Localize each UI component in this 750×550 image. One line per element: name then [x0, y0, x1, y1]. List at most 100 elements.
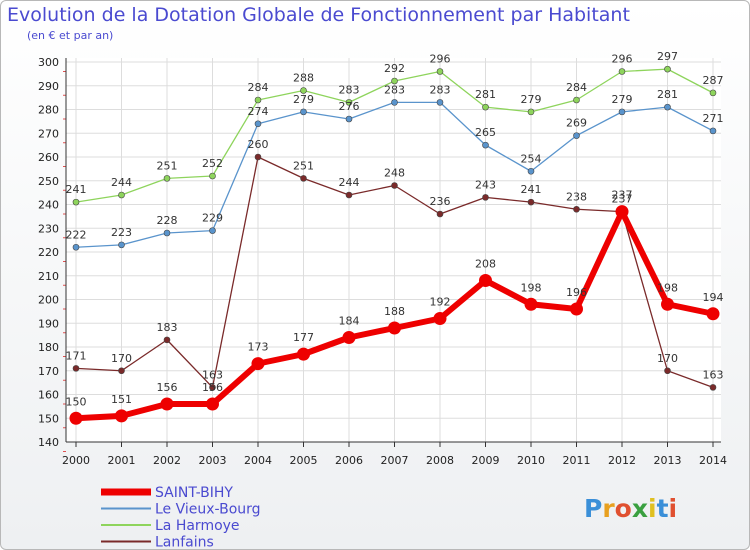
x-tick-label: 2001: [108, 454, 136, 467]
data-label-saint-bihy: 198: [657, 281, 678, 294]
y-tick-label: 240: [38, 199, 59, 212]
point-lanfains: [391, 182, 398, 189]
y-tick-label: 170: [38, 365, 59, 378]
point-la-harmoye: [118, 191, 125, 199]
data-label-le-vieux-bourg: 254: [521, 152, 542, 165]
point-saint-bihy: [615, 205, 629, 219]
data-label-le-vieux-bourg: 222: [66, 228, 87, 241]
x-tick-label: 2009: [472, 454, 500, 467]
data-label-la-harmoye: 284: [248, 81, 269, 94]
data-label-saint-bihy: 194: [703, 291, 724, 304]
y-tick-label: 160: [38, 389, 59, 402]
y-tick-label: 290: [38, 80, 59, 93]
y-tick-label: 140: [38, 436, 59, 449]
data-label-lanfains: 251: [293, 159, 314, 172]
point-la-harmoye: [573, 96, 580, 104]
data-label-saint-bihy: 237: [612, 189, 633, 202]
point-saint-bihy: [342, 331, 356, 344]
x-tick-label: 2014: [699, 454, 727, 467]
x-tick-label: 2003: [199, 454, 227, 467]
point-lanfains: [118, 367, 125, 375]
data-label-la-harmoye: 287: [703, 74, 724, 87]
data-label-le-vieux-bourg: 281: [657, 88, 678, 101]
point-lanfains: [72, 365, 80, 372]
data-label-la-harmoye: 244: [111, 176, 132, 189]
x-tick-label: 2005: [290, 454, 318, 467]
x-tick-label: 2004: [244, 454, 272, 467]
point-le-vieux-bourg: [118, 241, 125, 249]
data-label-la-harmoye: 241: [66, 183, 87, 196]
point-le-vieux-bourg: [391, 99, 398, 106]
data-label-saint-bihy: 208: [475, 258, 496, 271]
data-label-saint-bihy: 150: [66, 395, 87, 408]
data-label-la-harmoye: 281: [475, 88, 496, 101]
data-label-la-harmoye: 252: [202, 157, 223, 170]
data-label-le-vieux-bourg: 274: [248, 105, 269, 118]
y-tick-label: 280: [38, 104, 59, 117]
data-label-saint-bihy: 192: [430, 296, 451, 309]
x-tick-label: 2006: [335, 454, 363, 467]
y-tick-label: 180: [38, 341, 59, 354]
point-le-vieux-bourg: [573, 132, 580, 139]
point-la-harmoye: [527, 108, 535, 116]
chart-subtitle: (en € et par an): [27, 29, 114, 42]
point-saint-bihy: [570, 302, 583, 316]
point-la-harmoye: [254, 96, 262, 104]
point-le-vieux-bourg: [482, 141, 489, 149]
point-lanfains: [482, 194, 489, 201]
point-saint-bihy: [706, 307, 720, 321]
chart-title: Evolution de la Dotation Globale de Fonc…: [7, 4, 630, 26]
data-label-saint-bihy: 177: [293, 331, 314, 344]
point-le-vieux-bourg: [254, 120, 262, 128]
y-tick-label: 230: [38, 222, 59, 235]
data-label-lanfains: 260: [248, 138, 269, 151]
y-tick-label: 250: [38, 175, 59, 188]
point-lanfains: [254, 153, 262, 161]
data-label-lanfains: 171: [66, 349, 87, 362]
data-label-le-vieux-bourg: 271: [703, 112, 724, 125]
legend-label-le-vieux-bourg: Le Vieux-Bourg: [155, 502, 261, 518]
point-le-vieux-bourg: [209, 227, 216, 234]
point-la-harmoye: [618, 68, 626, 75]
data-label-la-harmoye: 251: [157, 159, 178, 172]
data-label-le-vieux-bourg: 279: [612, 93, 633, 106]
point-saint-bihy: [115, 409, 128, 423]
data-label-lanfains: 248: [384, 167, 405, 180]
y-tick-label: 190: [38, 317, 59, 330]
point-le-vieux-bourg: [300, 108, 307, 116]
data-label-le-vieux-bourg: 229: [202, 212, 223, 225]
point-lanfains: [300, 175, 307, 182]
point-la-harmoye: [391, 77, 398, 85]
point-lanfains: [345, 191, 353, 199]
data-label-saint-bihy: 184: [339, 315, 360, 328]
data-label-le-vieux-bourg: 279: [293, 93, 314, 106]
point-la-harmoye: [664, 65, 671, 73]
point-saint-bihy: [661, 297, 674, 311]
data-label-le-vieux-bourg: 223: [111, 226, 132, 239]
data-label-la-harmoye: 283: [339, 83, 360, 96]
point-lanfains: [573, 205, 580, 213]
plot-area: [66, 58, 721, 442]
legend-label-saint-bihy: SAINT-BIHY: [155, 485, 233, 501]
point-saint-bihy: [297, 347, 310, 361]
data-label-lanfains: 170: [657, 352, 678, 365]
x-tick-label: 2008: [426, 454, 454, 467]
point-le-vieux-bourg: [72, 243, 80, 251]
point-la-harmoye: [436, 68, 444, 75]
point-lanfains: [709, 384, 717, 391]
data-label-lanfains: 238: [566, 190, 587, 203]
point-le-vieux-bourg: [163, 229, 171, 237]
data-label-saint-bihy: 198: [521, 281, 542, 294]
point-saint-bihy: [69, 411, 83, 425]
data-label-le-vieux-bourg: 283: [384, 83, 405, 96]
y-tick-label: 210: [38, 270, 59, 283]
point-lanfains: [163, 336, 171, 344]
data-label-le-vieux-bourg: 228: [157, 214, 178, 227]
legend-label-la-harmoye: La Harmoye: [155, 518, 240, 534]
x-tick-label: 2011: [563, 454, 591, 467]
y-tick-label: 270: [38, 127, 59, 140]
x-tick-label: 2002: [153, 454, 181, 467]
point-la-harmoye: [345, 99, 353, 106]
point-la-harmoye: [709, 89, 717, 97]
x-tick-label: 2012: [608, 454, 636, 467]
